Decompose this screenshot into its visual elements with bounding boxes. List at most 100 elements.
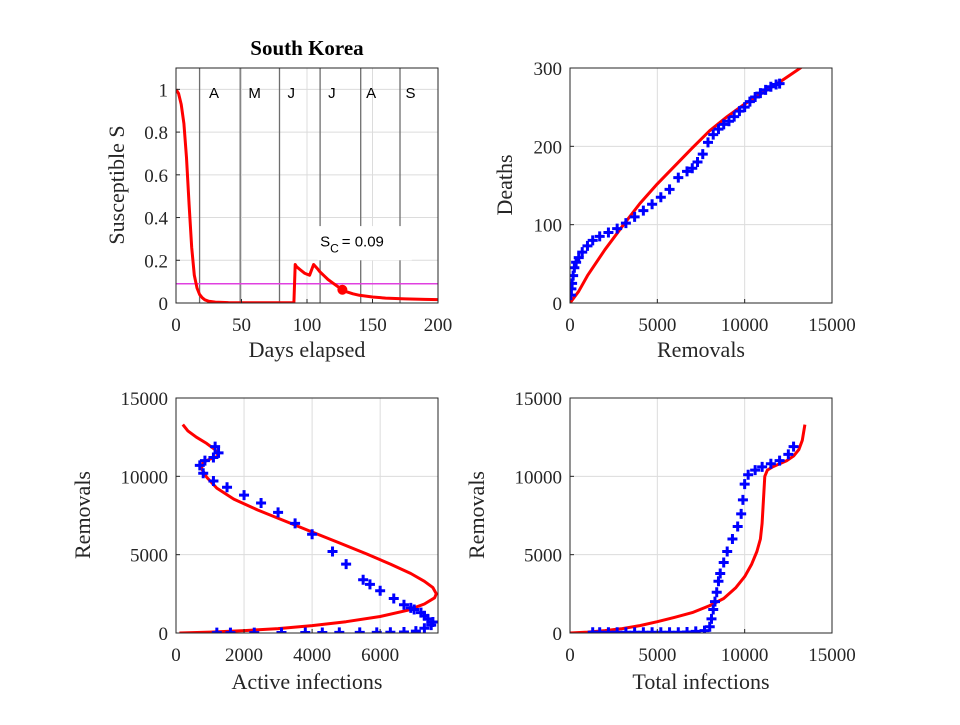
y-axis-label: Susceptible S [104,125,129,244]
data-point-marker [629,627,640,633]
model-curve [176,88,438,303]
x-tick-label: 15000 [808,315,856,336]
data-point-marker [706,613,717,624]
data-point-marker [388,593,399,604]
x-tick-label: 15000 [808,645,856,666]
current-point-marker [337,284,348,295]
y-tick-label: 100 [534,216,563,237]
x-axis-label: Days elapsed [249,337,366,362]
data-point-marker [757,461,768,472]
model-curve [570,68,803,303]
x-tick-label: 5000 [638,315,676,336]
data-point-marker [638,627,649,633]
data-point-marker [398,627,409,633]
x-tick-label: 10000 [721,645,769,666]
data-point-marker [577,247,588,258]
data-point-marker [629,211,640,222]
data-point-marker [415,607,426,618]
data-point-marker [736,508,747,519]
data-point-marker [743,469,754,480]
y-tick-label: 10000 [121,467,169,488]
y-tick-label: 5000 [130,546,168,567]
x-tick-label: 10000 [721,315,769,336]
y-tick-label: 0.8 [144,123,168,144]
data-point-marker [673,627,684,633]
y-tick-label: 200 [534,137,563,158]
data-point-marker [213,447,224,458]
data-point-marker [739,479,750,490]
data-point-marker [603,227,614,238]
data-point-marker [765,81,776,92]
data-point-marker [715,568,726,579]
data-point-marker [692,157,703,167]
data-point-marker [620,627,631,633]
data-point-marker [594,627,605,633]
y-tick-label: 15000 [515,389,563,410]
data-point-marker [682,166,693,177]
x-tick-label: 6000 [361,645,399,666]
data-point-marker [612,627,623,633]
y-tick-label: 300 [534,59,563,80]
month-label: A [209,85,219,102]
data-point-marker [732,521,743,532]
y-tick-label: 0 [553,294,563,315]
threshold-annotation: SC = 0.09 [320,233,384,255]
data-point-marker [755,88,766,99]
data-point-marker [341,559,352,570]
month-label: S [405,85,415,102]
data-point-marker [711,587,722,598]
data-point-marker [722,546,733,557]
x-axis-label: Active infections [232,669,383,694]
model-curve [570,424,807,633]
data-point-marker [687,163,698,174]
data-point-marker [273,507,284,518]
y-axis-label: Deaths [492,154,517,215]
data-point-marker [410,626,421,633]
x-tick-label: 0 [171,315,181,336]
data-point-marker [307,529,318,540]
x-tick-label: 2000 [225,645,263,666]
month-label: J [328,85,336,102]
x-tick-label: 100 [293,315,322,336]
data-point-marker [682,627,693,633]
data-point-marker [690,626,701,633]
data-point-marker [358,574,369,585]
data-point-marker [744,96,755,107]
data-point-marker [699,625,710,633]
y-tick-label: 0 [159,294,169,315]
y-tick-label: 15000 [121,389,169,410]
data-point-marker [573,252,584,263]
data-point-marker [697,149,708,160]
data-point-marker [708,129,719,140]
threshold-annotation-box [317,226,412,261]
y-tick-label: 0 [553,624,563,645]
data-point-marker [729,111,740,122]
panel-deaths-vs-removals: 0 5000 10000 15000 0 100 200 300 Removals Death… [492,59,856,362]
data-point-marker [354,627,365,633]
y-tick-label: 1 [159,80,169,101]
data-point-marker [210,441,221,452]
y-tick-label: 0.6 [144,166,168,187]
data-point-marker [750,91,761,102]
data-point-marker [709,596,720,607]
panel-removals-vs-total: 0 5000 10000 15000 0 5000 10000 15000 Total inf… [464,389,856,694]
axes-box [569,67,833,304]
month-label: A [366,85,376,102]
data-point-marker [664,184,675,195]
y-tick-label: 5000 [524,546,562,567]
x-axis-label: Removals [657,337,745,362]
data-point-marker [208,452,219,463]
data-point-marker [582,240,593,251]
data-point-marker [385,627,396,633]
y-axis-label: Removals [70,471,95,559]
data-point-marker [222,482,233,493]
data-point-marker [419,623,430,633]
data-point-marker [647,199,658,210]
month-label: M [248,85,261,102]
data-point-marker [664,627,675,633]
x-tick-label: 0 [565,315,575,336]
data-point-marker [398,599,409,610]
data-point-marker [199,455,210,466]
data-point-marker [750,465,761,476]
